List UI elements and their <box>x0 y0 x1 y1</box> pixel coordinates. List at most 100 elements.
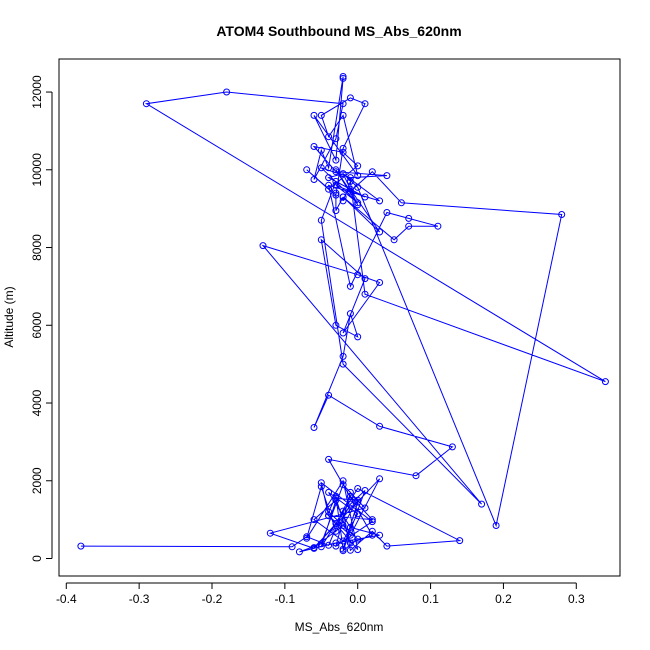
data-point <box>339 170 347 178</box>
data-point <box>317 479 325 487</box>
data-point <box>354 172 362 180</box>
data-point <box>303 534 311 542</box>
chart-title: ATOM4 Southbound MS_Abs_620nm <box>216 23 461 39</box>
data-point <box>346 523 354 531</box>
data-point <box>325 391 333 399</box>
y-tick-label: 0 <box>30 555 44 562</box>
data-point <box>325 512 333 520</box>
data-point <box>339 144 347 152</box>
data-point <box>346 488 354 496</box>
x-tick-label: -0.1 <box>275 592 296 606</box>
data-point <box>448 443 456 451</box>
data-point <box>332 496 340 504</box>
data-point <box>317 540 325 548</box>
data-point <box>346 282 354 290</box>
data-point <box>361 100 369 108</box>
data-point <box>376 197 384 205</box>
x-axis-label: MS_Abs_620nm <box>295 620 384 634</box>
data-point <box>317 146 325 154</box>
x-tick-label: 0.1 <box>422 592 439 606</box>
data-point <box>332 321 340 329</box>
data-point <box>325 133 333 141</box>
data-point <box>310 544 318 552</box>
data-point <box>339 507 347 515</box>
series-line <box>80 76 606 553</box>
data-point <box>354 333 362 341</box>
data-point <box>601 378 609 386</box>
data-point <box>368 516 376 524</box>
data-point <box>390 236 398 244</box>
data-point <box>354 271 362 279</box>
data-point <box>339 481 347 489</box>
data-point <box>354 496 362 504</box>
data-point <box>368 527 376 535</box>
data-point <box>310 143 318 150</box>
data-point <box>325 508 333 516</box>
data-point <box>368 168 376 176</box>
data-point <box>266 529 274 537</box>
x-tick-label: 0.2 <box>495 592 512 606</box>
data-point <box>223 88 231 96</box>
data-point <box>434 222 442 230</box>
data-point <box>339 148 347 156</box>
data-point <box>346 187 354 195</box>
data-point <box>339 522 347 529</box>
data-point <box>397 199 405 207</box>
data-point <box>361 504 369 512</box>
data-point <box>332 539 340 547</box>
y-tick-label: 10000 <box>30 153 44 187</box>
data-point <box>332 527 340 535</box>
x-axis: -0.4 -0.3 -0.2 -0.1 0.0 0.1 0.2 0.3 <box>56 582 585 606</box>
data-point <box>339 197 347 205</box>
data-point <box>346 546 354 554</box>
data-point <box>310 176 318 183</box>
data-point <box>332 168 340 176</box>
x-tick-label: 0.0 <box>349 592 366 606</box>
x-tick-label: -0.3 <box>129 592 150 606</box>
data-point <box>412 472 420 480</box>
data-point <box>376 531 384 539</box>
data-point <box>259 242 267 250</box>
data-point <box>325 164 333 172</box>
data-point <box>354 510 362 518</box>
data-point <box>383 209 391 216</box>
data-point <box>142 100 150 108</box>
data-point <box>405 222 413 230</box>
data-point <box>368 518 376 526</box>
data-point <box>346 185 354 193</box>
data-point <box>325 174 333 182</box>
data-point <box>354 201 362 209</box>
data-point <box>376 279 384 286</box>
data-point <box>303 166 311 174</box>
data-point <box>361 487 369 494</box>
data-point <box>354 199 362 207</box>
data-point <box>376 228 384 236</box>
data-point <box>346 174 354 182</box>
data-point <box>325 181 333 189</box>
data-point <box>295 548 303 556</box>
data-point <box>332 207 340 215</box>
data-point <box>339 352 347 360</box>
data-point <box>317 483 325 491</box>
data-point <box>332 494 340 502</box>
data-point <box>346 310 354 318</box>
data-point <box>332 492 340 500</box>
data-point <box>361 290 369 298</box>
data-point <box>346 531 354 539</box>
y-tick-label: 12000 <box>30 75 44 109</box>
data-point <box>339 193 347 201</box>
data-point <box>346 500 354 508</box>
data-point <box>354 162 362 170</box>
data-point <box>310 424 318 431</box>
y-tick-label: 8000 <box>30 234 44 261</box>
data-point <box>77 542 85 550</box>
data-point <box>376 422 384 430</box>
y-tick-label: 2000 <box>30 467 44 494</box>
data-point <box>310 516 318 524</box>
data-point <box>339 360 347 368</box>
data-point <box>332 135 340 143</box>
data-point <box>354 546 362 554</box>
data-point <box>478 500 486 508</box>
